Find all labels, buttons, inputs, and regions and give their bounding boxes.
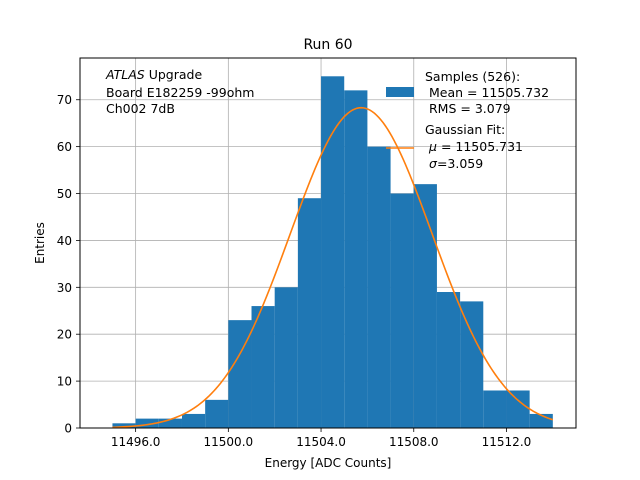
- histogram-bar-16: [483, 390, 507, 428]
- legend-histogram-name: Samples (526):: [425, 69, 520, 84]
- legend-histogram-swatch: [386, 87, 414, 97]
- y-tick-label-3: 30: [57, 281, 72, 295]
- histogram-bar-14: [436, 292, 461, 428]
- atlas-annotation: ATLAS Upgrade Board E182259 -99ohm Ch002…: [105, 67, 254, 116]
- x-axis-label: Energy [ADC Counts]: [265, 456, 392, 470]
- x-axis-ticks: 11496.0 11500.0 11504.0 11508.0 11512.0: [111, 428, 531, 449]
- histogram-bar-13: [413, 184, 437, 428]
- atlas-label: ATLAS: [105, 67, 145, 82]
- histogram-bar-0: [112, 423, 136, 428]
- x-tick-label-4: 11512.0: [482, 435, 532, 449]
- x-tick-label-1: 11500.0: [204, 435, 254, 449]
- histogram-bar-8: [297, 198, 322, 428]
- legend-fit-name: Gaussian Fit:: [425, 122, 505, 137]
- board-label: Board E182259 -99ohm: [106, 85, 254, 100]
- x-tick-label-0: 11496.0: [111, 435, 161, 449]
- histogram-bar-10: [344, 90, 368, 428]
- plot-frame: [79, 57, 577, 429]
- histogram-bar-7: [274, 287, 298, 428]
- histogram-bar-11: [367, 146, 391, 429]
- mu-value: = 11505.731: [441, 139, 523, 154]
- histogram-bar-6: [251, 306, 275, 428]
- gaussian-fit-curve: [112, 106, 554, 429]
- histogram-bar-12: [390, 193, 414, 428]
- histogram-bar-17: [506, 390, 530, 428]
- sigma-symbol: σ: [429, 156, 438, 171]
- x-tick-label-2: 11504.0: [296, 435, 346, 449]
- histogram-bar-5: [228, 320, 252, 428]
- y-tick-label-7: 70: [57, 93, 72, 107]
- x-tick-label-3: 11508.0: [389, 435, 439, 449]
- y-tick-label-0: 0: [64, 422, 72, 436]
- histogram-bars: [112, 76, 553, 429]
- histogram-bar-2: [158, 418, 182, 428]
- histogram-bar-9: [321, 76, 345, 428]
- mu-symbol: μ: [428, 139, 437, 154]
- chart-title: Run 60: [303, 37, 352, 53]
- sigma-value: =3.059: [437, 156, 483, 171]
- histogram-bar-3: [181, 413, 206, 428]
- legend-histogram-rms: RMS = 3.079: [429, 101, 511, 116]
- y-tick-label-1: 10: [57, 375, 72, 389]
- legend-fit-sigma: σ=3.059: [429, 156, 483, 171]
- atlas-upgrade-label: Upgrade: [149, 67, 203, 82]
- channel-label: Ch002 7dB: [106, 101, 175, 116]
- y-tick-label-2: 20: [57, 328, 72, 342]
- y-tick-label-4: 40: [57, 234, 72, 248]
- histogram-bar-1: [135, 418, 159, 428]
- y-axis-ticks: 0 10 20 30 40 50 60 70: [57, 93, 80, 436]
- svg-text:ATLAS Upgrade: ATLAS Upgrade: [105, 67, 202, 82]
- legend: Samples (526): Mean = 11505.732 RMS = 3.…: [386, 69, 549, 171]
- histogram-bar-4: [205, 399, 229, 428]
- legend-fit-mu: μ = 11505.731: [428, 139, 523, 154]
- histogram-bar-15: [460, 301, 484, 428]
- y-axis-label: Entries: [33, 222, 47, 264]
- y-tick-label-5: 50: [57, 187, 72, 201]
- legend-histogram-mean: Mean = 11505.732: [429, 85, 549, 100]
- y-tick-label-6: 60: [57, 140, 72, 154]
